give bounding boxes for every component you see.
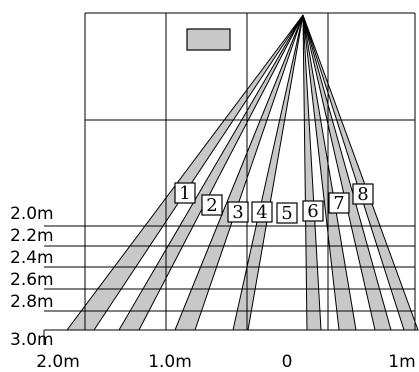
zone-box-1 bbox=[174, 182, 196, 204]
distance-label-2-0: 2.0m bbox=[10, 204, 54, 224]
distance-label-2-8: 2.8m bbox=[10, 292, 54, 312]
zone-number-7: 7 bbox=[333, 193, 344, 214]
grid-lines bbox=[43, 12, 416, 345]
zone-number-1: 1 bbox=[179, 183, 190, 204]
distance-label-2-6: 2.6m bbox=[10, 270, 54, 290]
width-label-1-0: 1.0m bbox=[148, 352, 192, 372]
zone-box-5 bbox=[276, 202, 298, 224]
zone-box-4 bbox=[251, 201, 273, 223]
zone-number-4: 4 bbox=[256, 202, 267, 223]
sensor-body bbox=[186, 28, 231, 51]
zone-label-3: 3 bbox=[227, 201, 249, 223]
distance-label-3-0: 3.0m bbox=[10, 330, 54, 350]
width-label-0: 0 bbox=[282, 352, 293, 372]
zone-number-8: 8 bbox=[357, 184, 368, 205]
zone-label-6: 6 bbox=[302, 200, 324, 222]
detection-beams bbox=[66, 14, 419, 331]
beam-8 bbox=[302, 14, 419, 331]
zone-number-5: 5 bbox=[281, 203, 292, 224]
zone-number-3: 3 bbox=[232, 202, 243, 223]
distance-label-2-4: 2.4m bbox=[10, 248, 54, 268]
width-label-2-0: 2.0m bbox=[36, 352, 80, 372]
distance-label-2-2: 2.2m bbox=[10, 226, 54, 246]
zone-label-1: 1 bbox=[174, 182, 196, 204]
zone-box-3 bbox=[227, 201, 249, 223]
zone-label-4: 4 bbox=[251, 201, 273, 223]
zone-label-2: 2 bbox=[201, 194, 223, 216]
zone-labels: 12 3 4 5 6 7 8 bbox=[174, 182, 374, 224]
zone-box-8 bbox=[352, 183, 374, 205]
zone-label-7: 7 bbox=[328, 192, 350, 214]
zone-number-2: 2 bbox=[206, 195, 217, 216]
zone-box-6 bbox=[302, 200, 324, 222]
zone-label-8: 8 bbox=[352, 183, 374, 205]
width-label-1: 1m bbox=[388, 352, 415, 372]
zone-box-7 bbox=[328, 192, 350, 214]
zone-box-2 bbox=[201, 194, 223, 216]
zone-label-5: 5 bbox=[276, 202, 298, 224]
zone-number-6: 6 bbox=[307, 201, 318, 222]
